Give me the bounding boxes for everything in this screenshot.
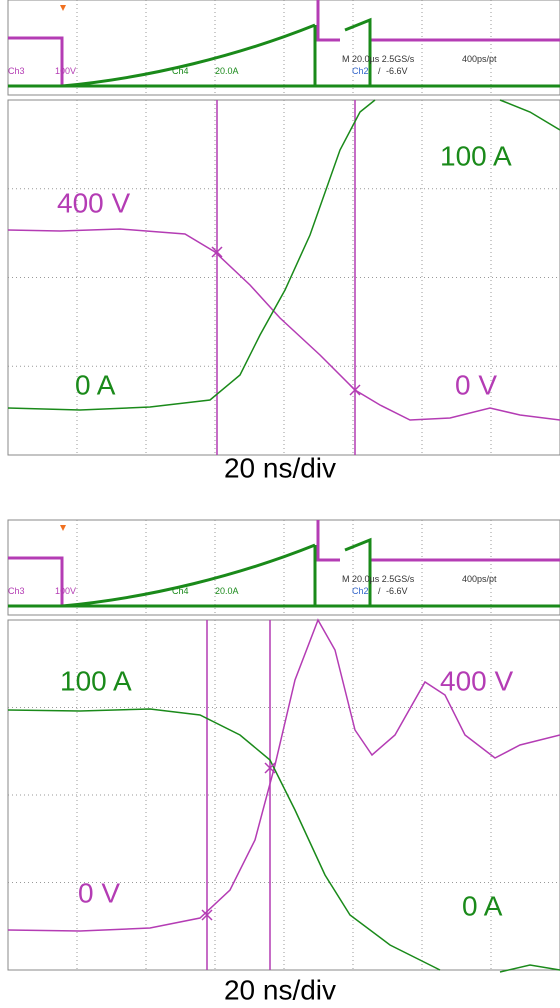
strip-label: 400ps/pt [462, 574, 497, 584]
footer: 20 ns/div [224, 452, 336, 483]
strip-label: 20.0A [215, 586, 239, 596]
trigger-marker [60, 5, 66, 11]
trace-label: 0 V [455, 369, 497, 400]
strip-label: Ch3 [8, 66, 25, 76]
figure: Ch3 100V Ch4 20.0A M 20.0µs 2.5GS/s 400ps/pt C… [0, 0, 560, 1008]
trace-label: 400 V [440, 665, 513, 696]
strip-label: Ch2 [352, 66, 369, 76]
trace-label: 0 V [78, 877, 120, 908]
strip-label: M 20.0µs 2.5GS/s [342, 574, 415, 584]
strip-label: 100V [55, 66, 76, 76]
trigger-marker [60, 525, 66, 531]
strip-label: Ch4 [172, 586, 189, 596]
strip-label: M 20.0µs 2.5GS/s [342, 54, 415, 64]
trace-label: 0 A [462, 890, 503, 921]
strip-label: Ch2 [352, 586, 369, 596]
trace-label: 100 A [60, 665, 132, 696]
strip-label: / [378, 66, 381, 76]
strip-label: -6.6V [386, 586, 408, 596]
strip-label: / [378, 586, 381, 596]
panel: Ch3 100V Ch4 20.0A M 20.0µs 2.5GS/s 400ps/pt C… [8, 520, 560, 1005]
strip-label: Ch3 [8, 586, 25, 596]
trace-label: 400 V [57, 187, 130, 218]
strip-label: 400ps/pt [462, 54, 497, 64]
trace-label: 100 A [440, 140, 512, 171]
strip-label: 100V [55, 586, 76, 596]
strip-grid [77, 0, 491, 95]
strip-label: 20.0A [215, 66, 239, 76]
strip-label: Ch4 [172, 66, 189, 76]
trace-label: 0 A [75, 369, 116, 400]
strip-grid [77, 520, 491, 615]
footer: 20 ns/div [224, 974, 336, 1005]
panel: Ch3 100V Ch4 20.0A M 20.0µs 2.5GS/s 400ps/pt C… [8, 0, 560, 483]
strip-label: -6.6V [386, 66, 408, 76]
